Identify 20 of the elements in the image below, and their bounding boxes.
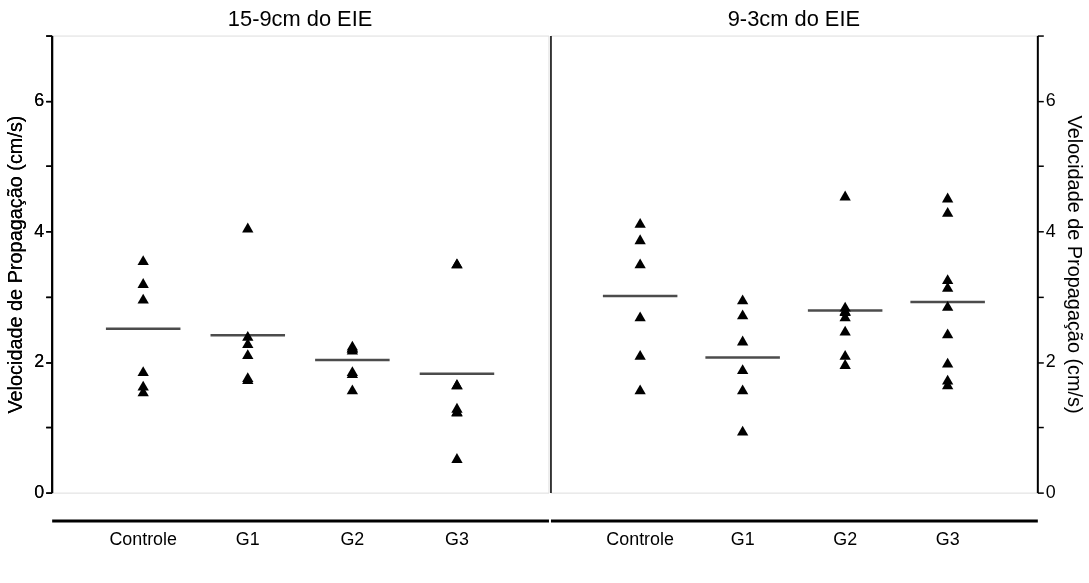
y2-tick-label: 2 — [1045, 351, 1056, 372]
y-tick-label: 0 — [34, 482, 45, 503]
y2-tick-label: 4 — [1045, 220, 1056, 241]
x-tick-label: G1 — [235, 528, 260, 549]
x-tick-label: G2 — [340, 528, 365, 549]
y-tick-label: 4 — [34, 220, 45, 241]
x-tick-label: G3 — [935, 528, 960, 549]
y-tick-label: 2 — [34, 351, 45, 372]
y2-tick-label: 0 — [1045, 482, 1056, 503]
y-tick-label: 6 — [34, 90, 45, 111]
y2-axis-title: Velocidade de Propagação (cm/s) — [1063, 115, 1086, 414]
x-tick-label: G2 — [833, 528, 858, 549]
chart-title: 15-9cm do EIE — [227, 5, 373, 31]
chart-title: 9-3cm do EIE — [727, 5, 861, 31]
y-axis-title: Velocidade de Propagação (cm/s) — [4, 115, 27, 414]
x-tick-label: G3 — [445, 528, 469, 549]
x-tick-label: Controle — [606, 528, 674, 549]
x-tick-label: G1 — [730, 528, 755, 549]
y2-tick-label: 6 — [1045, 90, 1056, 111]
x-tick-label: Controle — [109, 528, 178, 549]
